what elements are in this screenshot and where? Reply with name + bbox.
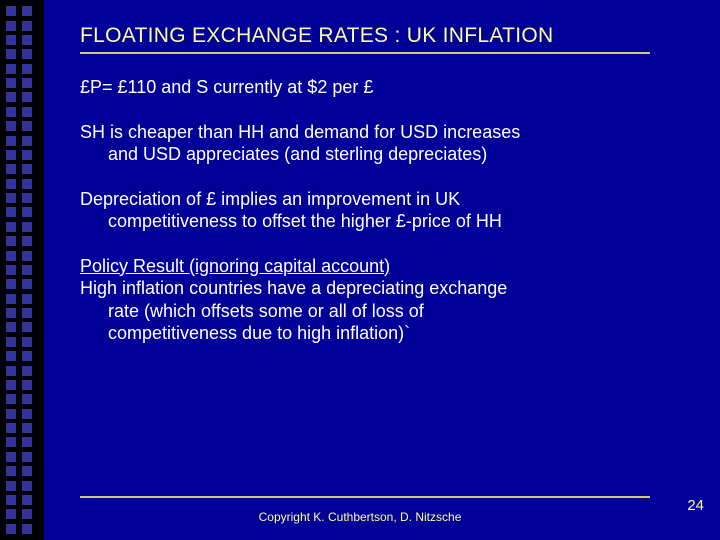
- border-square: [22, 121, 32, 131]
- para-1: £P= £110 and S currently at $2 per £: [80, 76, 684, 99]
- border-square: [22, 150, 32, 160]
- border-square: [22, 394, 32, 404]
- para-2-line-1: SH is cheaper than HH and demand for USD…: [80, 122, 520, 142]
- border-square: [6, 437, 16, 447]
- copyright-text: Copyright K. Cuthbertson, D. Nitzsche: [0, 510, 720, 524]
- para-4-line-1: High inflation countries have a deprecia…: [80, 278, 507, 298]
- border-square: [22, 351, 32, 361]
- border-square: [22, 337, 32, 347]
- border-square: [22, 164, 32, 174]
- para-2-line-2: and USD appreciates (and sterling deprec…: [80, 143, 684, 166]
- footer-underline: [80, 496, 650, 498]
- border-square: [6, 466, 16, 476]
- border-square: [22, 207, 32, 217]
- border-square: [6, 481, 16, 491]
- border-square: [22, 251, 32, 261]
- border-square: [22, 21, 32, 31]
- border-square: [22, 236, 32, 246]
- border-square: [6, 49, 16, 59]
- border-square: [6, 308, 16, 318]
- border-square: [22, 92, 32, 102]
- border-square: [6, 107, 16, 117]
- border-square: [6, 409, 16, 419]
- border-square: [22, 78, 32, 88]
- border-square: [22, 64, 32, 74]
- border-square: [22, 193, 32, 203]
- border-square: [22, 437, 32, 447]
- border-square: [22, 294, 32, 304]
- border-square: [6, 207, 16, 217]
- para-1-text: £P= £110 and S currently at $2 per £: [80, 77, 373, 97]
- border-square: [22, 495, 32, 505]
- border-square: [6, 251, 16, 261]
- border-square: [6, 6, 16, 16]
- border-square: [6, 351, 16, 361]
- border-square: [6, 322, 16, 332]
- border-square: [6, 222, 16, 232]
- border-square: [6, 524, 16, 534]
- border-square: [6, 150, 16, 160]
- para-3-line-1: Depreciation of £ implies an improvement…: [80, 189, 460, 209]
- border-square: [22, 308, 32, 318]
- border-square: [22, 322, 32, 332]
- border-square: [22, 6, 32, 16]
- border-square: [6, 394, 16, 404]
- para-4-heading: Policy Result (ignoring capital account): [80, 256, 390, 276]
- border-square: [6, 279, 16, 289]
- border-square: [22, 265, 32, 275]
- border-square: [6, 164, 16, 174]
- border-square: [6, 236, 16, 246]
- border-square: [22, 481, 32, 491]
- border-square: [22, 136, 32, 146]
- border-square: [6, 337, 16, 347]
- slide-content: FLOATING EXCHANGE RATES : UK INFLATION £…: [80, 24, 684, 367]
- border-square: [6, 380, 16, 390]
- dotted-col-2: [22, 0, 32, 540]
- slide: FLOATING EXCHANGE RATES : UK INFLATION £…: [0, 0, 720, 540]
- border-square: [6, 21, 16, 31]
- border-square: [22, 452, 32, 462]
- border-square: [6, 92, 16, 102]
- border-square: [22, 409, 32, 419]
- border-square: [22, 107, 32, 117]
- border-square: [22, 380, 32, 390]
- border-square: [6, 495, 16, 505]
- border-square: [22, 222, 32, 232]
- para-4-line-2: rate (which offsets some or all of loss …: [80, 300, 684, 323]
- left-dotted-border: [0, 0, 44, 540]
- border-square: [6, 179, 16, 189]
- border-square: [22, 179, 32, 189]
- dotted-col-1: [6, 0, 16, 540]
- para-3-line-2: competitiveness to offset the higher £-p…: [80, 210, 684, 233]
- border-square: [22, 423, 32, 433]
- para-2: SH is cheaper than HH and demand for USD…: [80, 121, 684, 166]
- border-square: [6, 423, 16, 433]
- border-square: [6, 136, 16, 146]
- slide-title: FLOATING EXCHANGE RATES : UK INFLATION: [80, 24, 684, 48]
- border-square: [6, 265, 16, 275]
- border-square: [6, 64, 16, 74]
- border-square: [22, 35, 32, 45]
- border-square: [6, 294, 16, 304]
- body-text: £P= £110 and S currently at $2 per £ SH …: [80, 76, 684, 345]
- title-underline: [80, 52, 650, 54]
- border-square: [22, 49, 32, 59]
- border-square: [6, 452, 16, 462]
- para-3: Depreciation of £ implies an improvement…: [80, 188, 684, 233]
- para-4: Policy Result (ignoring capital account)…: [80, 255, 684, 345]
- border-square: [22, 524, 32, 534]
- border-square: [22, 279, 32, 289]
- page-number: 24: [687, 497, 704, 514]
- border-square: [6, 35, 16, 45]
- border-square: [6, 193, 16, 203]
- border-square: [22, 466, 32, 476]
- border-square: [6, 121, 16, 131]
- para-4-line-3: competitiveness due to high inflation)`: [80, 322, 684, 345]
- border-square: [6, 366, 16, 376]
- border-square: [6, 78, 16, 88]
- border-square: [22, 366, 32, 376]
